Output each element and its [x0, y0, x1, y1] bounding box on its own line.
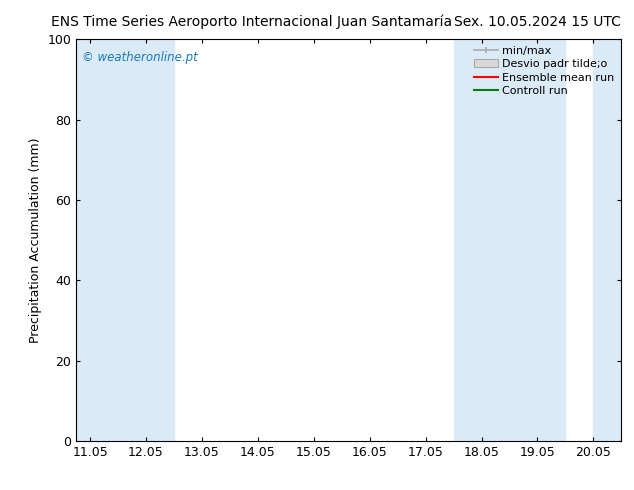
- Text: © weatheronline.pt: © weatheronline.pt: [82, 51, 197, 64]
- Text: ENS Time Series Aeroporto Internacional Juan Santamaría: ENS Time Series Aeroporto Internacional …: [51, 15, 452, 29]
- Legend: min/max, Desvio padr tilde;o, Ensemble mean run, Controll run: min/max, Desvio padr tilde;o, Ensemble m…: [469, 42, 619, 100]
- Bar: [510, 39, 538, 441]
- Text: Sex. 10.05.2024 15 UTC: Sex. 10.05.2024 15 UTC: [455, 15, 621, 29]
- Bar: [538, 39, 566, 441]
- Bar: [146, 39, 174, 441]
- Y-axis label: Precipitation Accumulation (mm): Precipitation Accumulation (mm): [29, 137, 42, 343]
- Bar: [453, 39, 510, 441]
- Bar: [593, 39, 621, 441]
- Bar: [118, 39, 146, 441]
- Bar: [76, 39, 118, 441]
